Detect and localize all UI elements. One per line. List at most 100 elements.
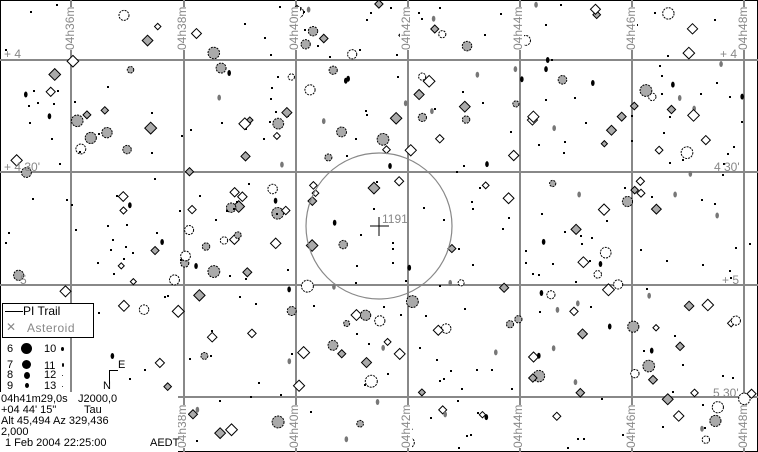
star-dot <box>98 312 100 314</box>
variable-star-icon <box>746 388 757 400</box>
star-dot <box>107 225 109 227</box>
star-dot <box>275 111 277 113</box>
star <box>280 161 284 168</box>
star-dot <box>456 171 458 173</box>
double-star-icon <box>324 153 333 162</box>
star-dot <box>57 90 59 92</box>
double-star-icon <box>364 374 378 388</box>
compass-east: E <box>118 359 126 371</box>
double-star-icon <box>701 435 711 444</box>
star-dot <box>563 152 565 154</box>
star-dot <box>476 369 478 371</box>
star-dot <box>310 411 312 413</box>
star-dot <box>722 174 724 176</box>
variable-star-icon <box>242 267 253 278</box>
star-dot <box>53 103 55 105</box>
star-dot <box>538 274 540 276</box>
star-dot <box>732 377 734 379</box>
double-star-icon <box>272 117 285 130</box>
star-dot <box>151 152 153 154</box>
star-dot <box>396 54 398 56</box>
star-dot <box>577 438 579 440</box>
star-dot <box>211 330 213 332</box>
compass-north: N <box>103 380 111 392</box>
star-dot <box>477 412 479 414</box>
variable-star-icon <box>224 423 239 437</box>
double-star-icon <box>730 315 741 326</box>
star-dot <box>71 204 73 206</box>
star-dot <box>279 6 281 8</box>
star-dot <box>360 234 362 236</box>
star-dot <box>727 153 729 155</box>
star-dot <box>219 400 221 402</box>
variable-star-icon <box>683 300 695 312</box>
ra-label-bottom: 04h42m <box>399 404 413 448</box>
star-dot <box>659 65 661 67</box>
double-star-icon <box>207 46 221 60</box>
star <box>332 219 337 226</box>
double-star-icon <box>514 315 523 324</box>
double-star-icon <box>438 30 447 39</box>
star-dot <box>589 260 591 262</box>
variable-star-icon <box>45 86 56 98</box>
double-star-icon <box>201 242 211 251</box>
star <box>715 212 719 219</box>
info-timezone: AEDT <box>150 437 180 449</box>
star-dot <box>601 398 603 400</box>
star-dot <box>179 210 181 212</box>
star <box>647 292 651 299</box>
variable-star-icon <box>236 191 248 203</box>
star-dot <box>735 247 737 249</box>
double-star-icon <box>613 279 624 290</box>
star-dot <box>661 75 663 77</box>
star-dot <box>181 135 183 137</box>
compass-north-line <box>109 370 110 384</box>
variable-star-icon <box>686 22 699 35</box>
star-dot <box>421 18 423 20</box>
star-dot <box>291 353 293 355</box>
star-dot <box>443 219 445 221</box>
star-dot <box>400 314 402 316</box>
star <box>381 344 385 351</box>
ra-label-bottom: 04h44m <box>511 404 525 448</box>
star-dot <box>545 24 547 26</box>
variable-star-icon <box>675 341 685 352</box>
target-label[interactable]: 1191 <box>382 212 408 226</box>
double-star-icon <box>593 270 603 279</box>
variable-star-icon <box>393 347 406 361</box>
star-dot <box>624 187 626 189</box>
variable-star-icon <box>59 285 72 298</box>
variable-star-icon <box>393 175 405 187</box>
variable-star-icon <box>481 181 490 190</box>
double-star-icon <box>360 309 372 321</box>
variable-star-icon <box>652 323 660 332</box>
ra-label-top: 04h42m <box>399 6 413 50</box>
double-star-icon <box>418 72 427 81</box>
star-dot <box>590 306 592 308</box>
star-dot <box>269 121 271 123</box>
double-star-icon <box>207 265 221 278</box>
star-dot <box>392 248 394 250</box>
double-star-icon <box>180 250 191 262</box>
star-dot <box>129 378 131 380</box>
star-dot <box>545 99 547 101</box>
star-dot <box>510 131 512 133</box>
compass-east-line <box>109 370 118 371</box>
star-dot <box>729 96 731 98</box>
variable-star-icon <box>605 124 618 136</box>
star-dot <box>75 229 77 231</box>
double-star-icon <box>711 401 724 414</box>
double-star-icon <box>621 195 634 208</box>
star-dot <box>303 11 305 13</box>
star-dot <box>304 29 306 31</box>
star <box>493 349 498 356</box>
star-dot <box>511 388 513 390</box>
double-star-icon <box>338 239 348 250</box>
double-star-icon <box>546 290 556 300</box>
star-dot <box>439 380 441 382</box>
mag-label: 13 <box>44 380 57 392</box>
star-dot <box>151 112 153 114</box>
star <box>321 118 326 125</box>
